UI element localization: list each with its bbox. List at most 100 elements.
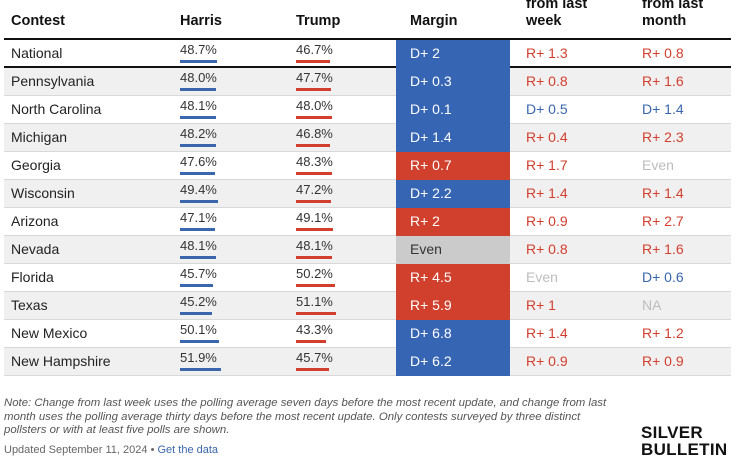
harris-pct: 48.7% xyxy=(180,42,217,57)
harris-pct: 45.2% xyxy=(180,294,217,309)
harris-pct: 48.0% xyxy=(180,70,217,85)
table-row: Florida 45.7% 50.2% R+ 4.5 Even D+ 0.6 xyxy=(4,264,731,292)
trump-cell: 48.1% xyxy=(296,236,333,264)
trump-pct: 46.7% xyxy=(296,42,333,57)
change-week: D+ 0.5 xyxy=(526,101,568,117)
margin-cell: D+ 2 xyxy=(396,40,510,68)
margin-cell: D+ 0.1 xyxy=(396,96,510,124)
harris-bar xyxy=(180,256,216,259)
table-row: New Mexico 50.1% 43.3% D+ 6.8 R+ 1.4 R+ 1.2 xyxy=(4,320,731,348)
change-week: R+ 1.4 xyxy=(526,325,568,341)
margin-cell: R+ 2 xyxy=(396,208,510,236)
trump-bar xyxy=(296,144,330,147)
trump-cell: 49.1% xyxy=(296,208,333,236)
change-month: R+ 1.6 xyxy=(642,73,684,89)
margin-cell: R+ 4.5 xyxy=(396,264,510,292)
trump-pct: 50.2% xyxy=(296,266,333,281)
change-week: Even xyxy=(526,269,558,285)
contest-name: Georgia xyxy=(11,157,61,173)
contest-name: North Carolina xyxy=(11,101,102,117)
get-data-link[interactable]: Get the data xyxy=(157,444,219,456)
contest-name: Florida xyxy=(11,269,54,285)
harris-cell: 51.9% xyxy=(180,348,221,376)
trump-pct: 48.3% xyxy=(296,154,333,169)
harris-pct: 48.1% xyxy=(180,98,217,113)
change-month: R+ 1.6 xyxy=(642,241,684,257)
trump-bar xyxy=(296,340,326,343)
change-month: NA xyxy=(642,297,662,313)
margin-cell: D+ 1.4 xyxy=(396,124,510,152)
harris-pct: 48.2% xyxy=(180,126,217,141)
harris-cell: 47.6% xyxy=(180,152,217,180)
harris-bar xyxy=(180,312,212,315)
header-margin: Margin xyxy=(410,13,458,29)
harris-cell: 50.1% xyxy=(180,320,219,348)
change-week: R+ 1.3 xyxy=(526,45,568,61)
table-row: Wisconsin 49.4% 47.2% D+ 2.2 R+ 1.4 R+ 1.4 xyxy=(4,180,731,208)
trump-pct: 46.8% xyxy=(296,126,333,141)
trump-bar xyxy=(296,368,329,371)
trump-bar xyxy=(296,200,331,203)
harris-pct: 47.1% xyxy=(180,210,217,225)
harris-bar xyxy=(180,340,219,343)
harris-cell: 48.1% xyxy=(180,236,217,264)
table-row: North Carolina 48.1% 48.0% D+ 0.1 D+ 0.5 D+ 1… xyxy=(4,96,731,124)
trump-pct: 45.7% xyxy=(296,350,333,365)
harris-bar xyxy=(180,284,213,287)
harris-pct: 45.7% xyxy=(180,266,217,281)
header-rule xyxy=(4,38,731,40)
change-week: R+ 1 xyxy=(526,297,556,313)
contest-name: Arizona xyxy=(11,213,59,229)
change-month: R+ 1.2 xyxy=(642,325,684,341)
harris-cell: 48.1% xyxy=(180,96,217,124)
trump-bar xyxy=(296,312,336,315)
harris-pct: 49.4% xyxy=(180,182,217,197)
updated-text: Updated September 11, 2024 • xyxy=(4,444,155,456)
harris-bar xyxy=(180,116,216,119)
header-harris: Harris xyxy=(180,13,222,29)
table-header: Contest Harris Trump Margin from last we… xyxy=(0,0,742,38)
harris-bar xyxy=(180,228,215,231)
margin-cell: Even xyxy=(396,236,510,264)
header-change-month: from last month xyxy=(642,0,704,29)
harris-pct: 47.6% xyxy=(180,154,217,169)
trump-cell: 46.7% xyxy=(296,40,333,68)
harris-bar xyxy=(180,368,221,371)
contest-name: New Mexico xyxy=(11,325,88,341)
margin-cell: D+ 2.2 xyxy=(396,180,510,208)
trump-pct: 47.7% xyxy=(296,70,333,85)
margin-cell: D+ 0.3 xyxy=(396,68,510,96)
table-row: National 48.7% 46.7% D+ 2 R+ 1.3 R+ 0.8 xyxy=(4,40,731,68)
contest-name: National xyxy=(11,45,63,61)
trump-cell: 48.0% xyxy=(296,96,333,124)
trump-cell: 51.1% xyxy=(296,292,336,320)
harris-cell: 48.0% xyxy=(180,68,217,96)
change-month: D+ 1.4 xyxy=(642,101,684,117)
trump-cell: 48.3% xyxy=(296,152,333,180)
table-row: Nevada 48.1% 48.1% Even R+ 0.8 R+ 1.6 xyxy=(4,236,731,264)
margin-cell: D+ 6.2 xyxy=(396,348,510,376)
trump-pct: 49.1% xyxy=(296,210,333,225)
trump-cell: 50.2% xyxy=(296,264,335,292)
trump-bar xyxy=(296,116,332,119)
trump-bar xyxy=(296,172,332,175)
harris-bar xyxy=(180,200,218,203)
change-month: R+ 2.3 xyxy=(642,129,684,145)
contest-name: Texas xyxy=(11,297,48,313)
trump-cell: 47.2% xyxy=(296,180,333,208)
change-month: Even xyxy=(642,157,674,173)
harris-pct: 50.1% xyxy=(180,322,217,337)
trump-cell: 45.7% xyxy=(296,348,333,376)
change-week: R+ 1.7 xyxy=(526,157,568,173)
harris-pct: 48.1% xyxy=(180,238,217,253)
harris-cell: 45.2% xyxy=(180,292,217,320)
contest-name: Pennsylvania xyxy=(11,73,95,89)
contest-name: New Hampshire xyxy=(11,353,111,369)
trump-bar xyxy=(296,88,331,91)
trump-pct: 47.2% xyxy=(296,182,333,197)
footnote: Note: Change from last week uses the pol… xyxy=(4,397,607,436)
updated-line: Updated September 11, 2024 • Get the dat… xyxy=(4,444,218,456)
harris-pct: 51.9% xyxy=(180,350,217,365)
margin-cell: D+ 6.8 xyxy=(396,320,510,348)
change-month: R+ 0.8 xyxy=(642,45,684,61)
